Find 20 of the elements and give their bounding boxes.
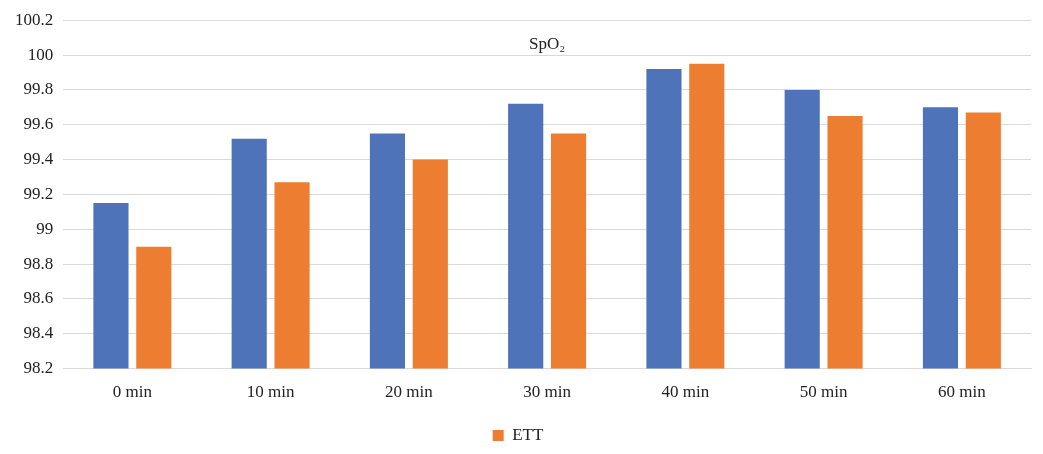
x-tick-label: 30 min (523, 382, 572, 402)
y-tick-label: 99 (36, 218, 54, 238)
legend-label: ETT (512, 424, 544, 444)
y-tick-label: 98.8 (23, 253, 54, 273)
text: SpO₂ (529, 33, 566, 53)
y-tick-label: 100 (27, 44, 54, 64)
y-tick-label: 99.4 (23, 149, 54, 169)
y-tick-label: 100.2 (15, 9, 54, 29)
y-tick-label: 98.2 (23, 358, 54, 378)
y-tick-label: 98.4 (23, 323, 54, 343)
x-tick-label: 0 min (112, 382, 153, 402)
y-tick-label: 99.8 (23, 79, 54, 99)
y-tick-label: 99.2 (23, 183, 54, 203)
x-tick-label: 50 min (799, 382, 848, 402)
x-tick-label: 40 min (661, 382, 710, 402)
x-tick-label: 20 min (385, 382, 434, 402)
y-tick-label: 99.6 (23, 114, 54, 134)
y-tick-label: 98.6 (23, 288, 54, 308)
x-tick-label: 60 min (938, 382, 987, 402)
x-tick-label: 10 min (246, 382, 295, 402)
